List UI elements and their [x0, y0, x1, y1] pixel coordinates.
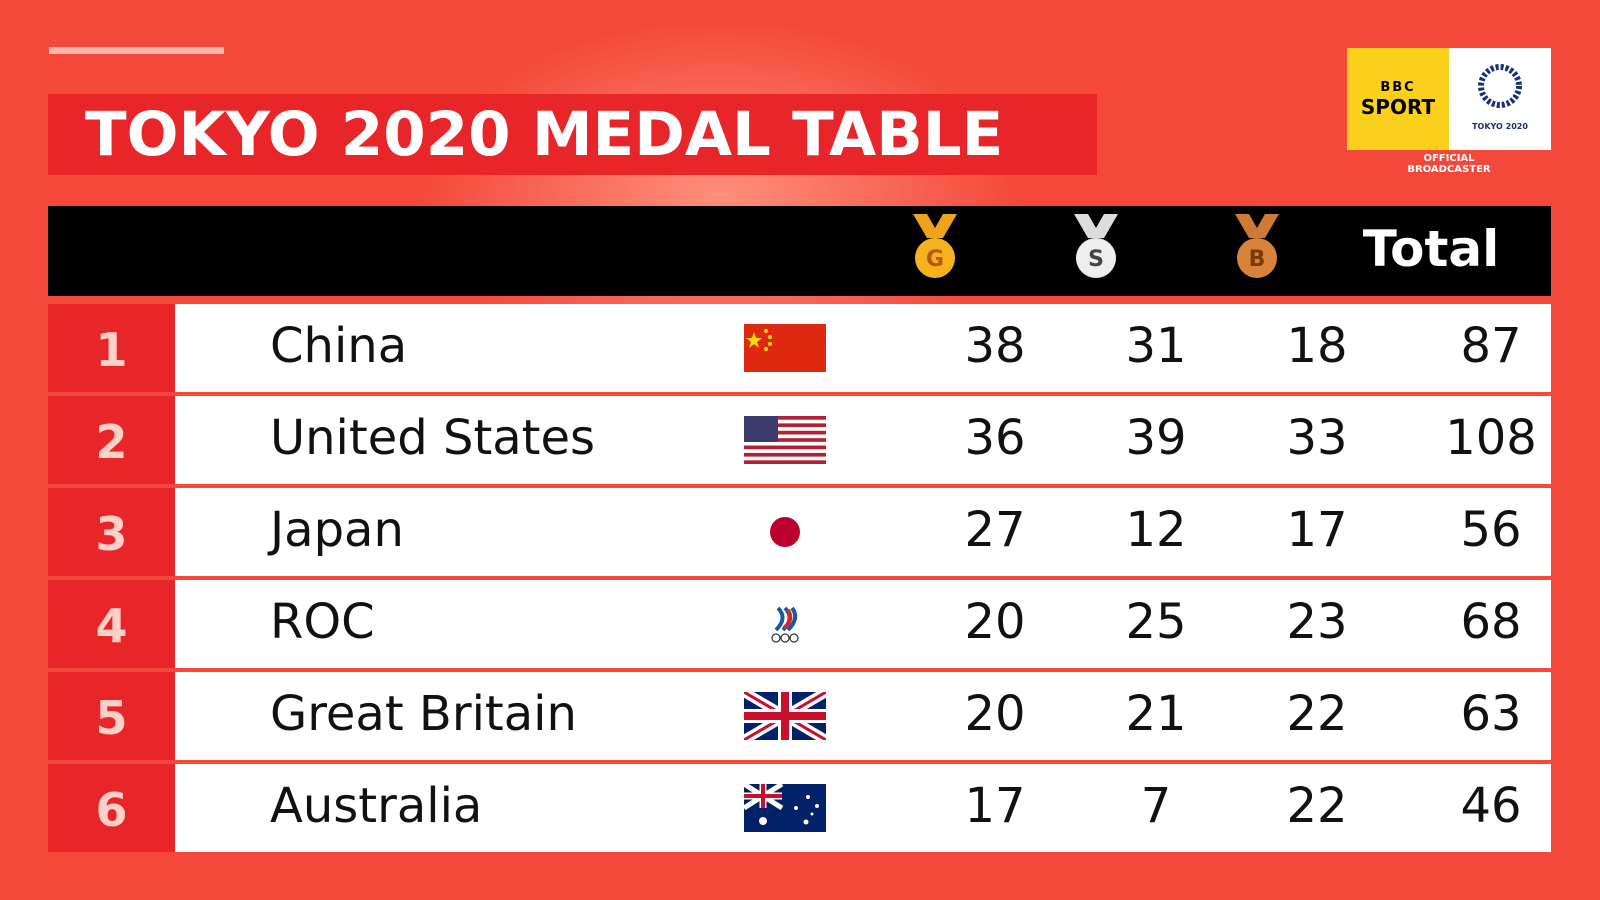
table-row: 3 Japan 27 12 17 56	[48, 488, 1551, 576]
row-cell: ROC 20 25 23 68	[175, 580, 1551, 668]
bronze-medal: B	[1235, 214, 1279, 278]
country-name: ROC	[270, 594, 375, 650]
flag	[744, 324, 826, 372]
total-count: 63	[1460, 686, 1522, 742]
bronze-count: 22	[1286, 778, 1348, 834]
table-row: 4 ROC 20 25 23 68	[48, 580, 1551, 668]
gold-count: 20	[964, 594, 1026, 650]
table-row: 5 Great Britain 20 21 22 63	[48, 672, 1551, 760]
caption-line: BROADCASTER	[1407, 164, 1491, 175]
silver-count: 12	[1125, 502, 1187, 558]
flag	[771, 606, 799, 643]
gold-count: 36	[964, 410, 1026, 466]
silver-count: 31	[1125, 318, 1187, 374]
total-count: 46	[1460, 778, 1522, 834]
gold-count: 38	[964, 318, 1026, 374]
flag	[770, 517, 800, 547]
bronze-count: 22	[1286, 686, 1348, 742]
bronze-count: 17	[1286, 502, 1348, 558]
silver-count: 39	[1125, 410, 1187, 466]
rank: 5	[48, 672, 175, 760]
gold-label: G	[926, 247, 944, 272]
caption: OFFICIAL BROADCASTER	[1347, 153, 1551, 175]
flag	[744, 784, 826, 832]
total-count: 87	[1460, 318, 1522, 374]
sport-text: SPORT	[1360, 95, 1436, 119]
flag	[744, 692, 826, 740]
flag	[744, 416, 826, 464]
total-count: 108	[1445, 410, 1537, 466]
row-cell: Japan 27 12 17 56	[175, 488, 1551, 576]
medal-icons: G S B Total	[913, 214, 1500, 278]
silver-label: S	[1088, 247, 1104, 272]
bronze-count: 33	[1286, 410, 1348, 466]
silver-medal: S	[1074, 214, 1118, 278]
rank: 4	[48, 580, 175, 668]
row-cell: United States 36 39 33 108	[175, 396, 1551, 484]
country-name: Japan	[270, 502, 404, 558]
rank: 1	[48, 304, 175, 392]
games-text: TOKYO 2020	[1472, 122, 1528, 131]
gold-count: 17	[964, 778, 1026, 834]
table-row: 2 United States 36 39 33 108	[48, 396, 1551, 484]
gold-count: 20	[964, 686, 1026, 742]
rank: 6	[48, 764, 175, 852]
gold-count: 27	[964, 502, 1026, 558]
olympic-logo: TOKYO 2020	[1449, 48, 1551, 150]
country-name: United States	[270, 410, 596, 466]
total-header: Total	[1363, 220, 1500, 278]
country-name: Australia	[270, 778, 483, 834]
bronze-label: B	[1249, 247, 1266, 272]
total-count: 56	[1460, 502, 1522, 558]
table-row: 1 China 38 31 18 87	[48, 304, 1551, 392]
silver-count: 7	[1140, 778, 1172, 834]
bronze-count: 23	[1286, 594, 1348, 650]
emblem	[1478, 64, 1522, 108]
country-name: China	[270, 318, 408, 374]
row-cell: Great Britain 20 21 22 63	[175, 672, 1551, 760]
total-count: 68	[1460, 594, 1522, 650]
caption-line: OFFICIAL	[1423, 153, 1475, 164]
rank: 3	[48, 488, 175, 576]
table-row: 6 Australia 17 7 22 46	[48, 764, 1551, 852]
silver-count: 21	[1125, 686, 1187, 742]
row-cell: China 38 31 18 87	[175, 304, 1551, 392]
country-name: Great Britain	[270, 686, 577, 742]
rank: 2	[48, 396, 175, 484]
bronze-count: 18	[1286, 318, 1348, 374]
title: TOKYO 2020 MEDAL TABLE	[48, 94, 1097, 175]
bbc-text: BBC	[1380, 80, 1416, 95]
accent-bar	[49, 47, 224, 54]
row-cell: Australia 17 7 22 46	[175, 764, 1551, 852]
header-row: G S B Total	[48, 206, 1551, 296]
gold-medal: G	[913, 214, 957, 278]
bbc-logo: BBC SPORT	[1347, 48, 1449, 150]
silver-count: 25	[1125, 594, 1187, 650]
